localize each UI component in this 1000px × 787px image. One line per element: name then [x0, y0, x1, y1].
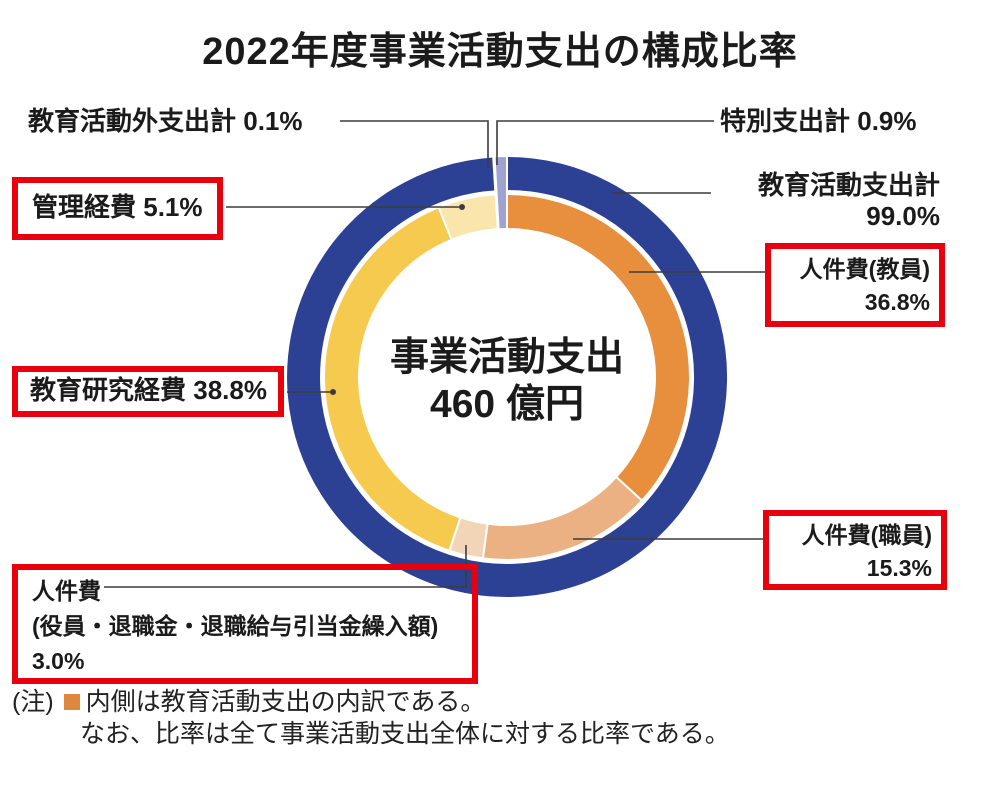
chart-title: 2022年度事業活動支出の構成比率 — [202, 31, 798, 73]
highlight-box-personnel-teachers: 人件費(教員) 36.8% — [765, 243, 945, 327]
footnote-line2: なお、比率は全て事業活動支出全体に対する比率である。 — [80, 720, 730, 748]
footnote-line1: (注) 内側は教育活動支出の内訳である。 — [12, 686, 730, 718]
leader-dot-research — [330, 389, 336, 395]
center-line2: 460 億円 — [430, 383, 584, 426]
leader-outside-edu — [340, 120, 489, 168]
highlight-box-personnel-officers: 人件費 (役員・退職金・退職給与引当金繰入額) 3.0% — [12, 564, 478, 684]
label-text: 特別支出計 — [720, 106, 851, 136]
segment-inner-4 — [437, 193, 499, 242]
leader-dot-admin — [459, 204, 465, 210]
label-edu-expenditure-total: 教育活動支出計 99.0% — [720, 170, 940, 232]
highlight-box-personnel-staff: 人件費(職員) 15.3% — [763, 510, 947, 590]
label-text: 教育活動外支出計 — [28, 106, 237, 136]
leader-dots — [330, 204, 465, 395]
label-pct: 36.8% — [864, 289, 930, 315]
segment-outer-0 — [285, 154, 730, 599]
footnote-prefix: (注) — [12, 688, 54, 716]
label-pct: 38.8% — [193, 375, 267, 405]
leader-personnel-officers — [104, 545, 467, 588]
leader-lines — [104, 120, 767, 588]
donut-segments — [285, 154, 730, 599]
footnote: (注) 内側は教育活動支出の内訳である。 なお、比率は全て事業活動支出全体に対する… — [12, 686, 730, 750]
label-pct: 99.0% — [866, 201, 940, 231]
label-outside-edu-expenditure: 教育活動外支出計 0.1% — [28, 101, 303, 138]
leader-special — [496, 120, 714, 165]
label-pct: 3.0% — [32, 648, 85, 674]
highlight-box-admin-expenses: 管理経費 5.1% — [12, 177, 223, 240]
label-pct: 15.3% — [866, 555, 932, 581]
orange-square-marker — [63, 694, 80, 710]
label-text: 人件費(職員) — [801, 522, 932, 548]
label-pct: 0.1% — [243, 106, 303, 136]
label-text: 人件費(教員) — [799, 256, 930, 282]
donut-center-label: 事業活動支出 460 億円 — [390, 334, 624, 428]
label-text: 管理経費 — [32, 192, 137, 222]
label-text: 教育研究経費 — [30, 375, 187, 405]
label-special-expenditure: 特別支出計 0.9% — [720, 101, 917, 138]
center-line1: 事業活動支出 — [389, 336, 625, 379]
label-pct: 0.9% — [857, 106, 917, 136]
label-text: 教育活動支出計 — [757, 170, 940, 200]
label-pct: 5.1% — [143, 192, 203, 222]
label-sub: (役員・退職金・退職給与引当金繰入額) — [32, 613, 439, 639]
highlight-box-research-expenses: 教育研究経費 38.8% — [12, 366, 284, 417]
footnote-text1: 内側は教育活動支出の内訳である。 — [85, 688, 486, 716]
label-text: 人件費 — [32, 578, 101, 604]
